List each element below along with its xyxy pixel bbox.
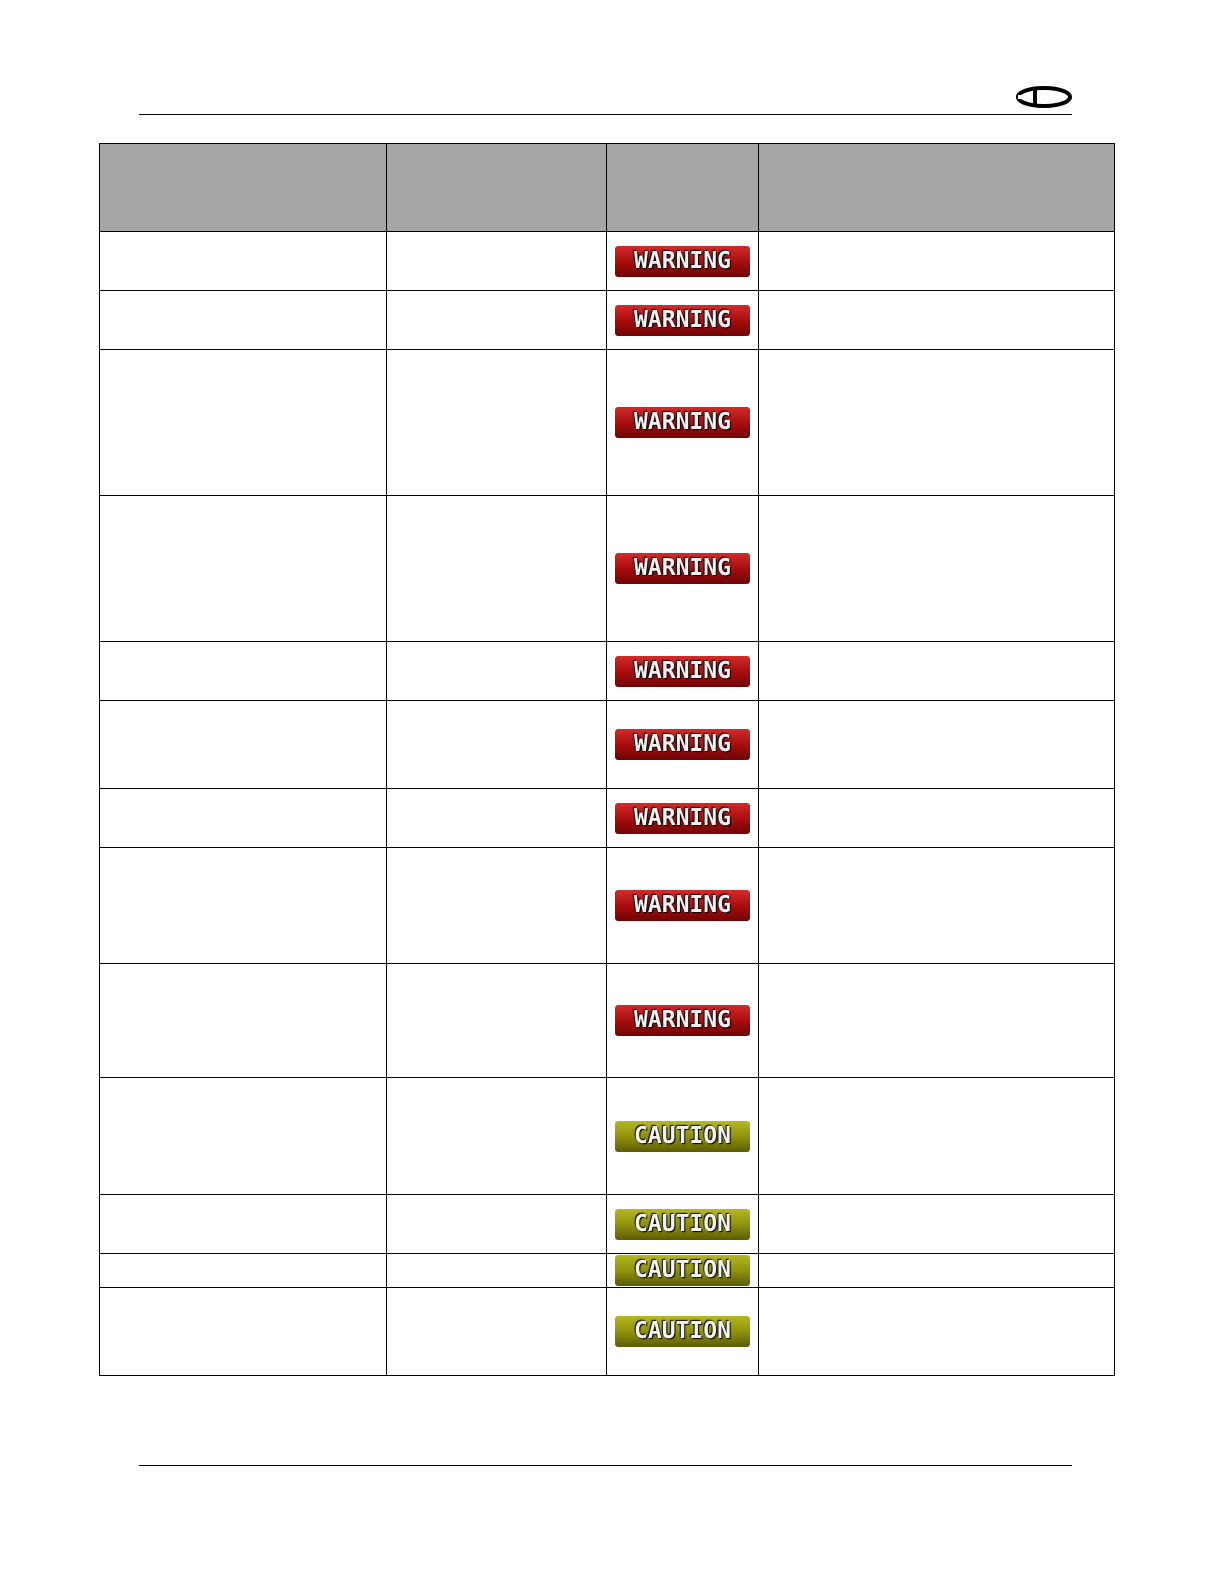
table-cell <box>758 700 1115 789</box>
table-cell <box>386 847 607 964</box>
table-cell <box>758 847 1115 964</box>
table-cell <box>99 495 387 642</box>
table-cell <box>99 963 387 1078</box>
caution-badge: CAUTION <box>615 1120 750 1152</box>
table-row: CAUTION <box>99 1287 1115 1376</box>
table-row: CAUTION <box>99 1077 1115 1195</box>
table-row: WARNING <box>99 847 1115 964</box>
table-cell <box>99 1253 387 1288</box>
table-cell <box>99 641 387 701</box>
table-cell <box>758 1194 1115 1254</box>
table-cell <box>386 700 607 789</box>
table-row: WARNING <box>99 231 1115 291</box>
table-cell <box>758 349 1115 496</box>
table-cell: WARNING <box>606 290 759 350</box>
table-cell <box>386 1077 607 1195</box>
table-cell <box>99 290 387 350</box>
table-header-row <box>99 143 1115 232</box>
table-row: WARNING <box>99 963 1115 1078</box>
table-cell: CAUTION <box>606 1287 759 1376</box>
table-cell <box>758 641 1115 701</box>
table-row: CAUTION <box>99 1194 1115 1254</box>
caution-badge: CAUTION <box>615 1316 750 1347</box>
table-cell <box>386 1253 607 1288</box>
table-cell: CAUTION <box>606 1194 759 1254</box>
alerts-table: WARNING WARNING WARNING WARNING WARNING WARNI… <box>99 143 1115 1376</box>
table-cell <box>386 788 607 848</box>
warning-badge: WARNING <box>615 890 750 921</box>
warning-badge: WARNING <box>615 802 750 834</box>
table-cell: WARNING <box>606 700 759 789</box>
table-row: WARNING <box>99 349 1115 496</box>
table-cell <box>386 1287 607 1376</box>
table-cell: WARNING <box>606 231 759 291</box>
table-cell: WARNING <box>606 495 759 642</box>
table-row: WARNING <box>99 788 1115 848</box>
table-cell <box>386 963 607 1078</box>
table-cell: WARNING <box>606 963 759 1078</box>
table-cell <box>386 231 607 291</box>
table-cell <box>758 788 1115 848</box>
caution-badge: CAUTION <box>615 1255 750 1286</box>
table-cell <box>386 495 607 642</box>
header-rule <box>139 114 1072 115</box>
brand-logo <box>1016 86 1072 108</box>
table-cell: WARNING <box>606 349 759 496</box>
table-row: WARNING <box>99 641 1115 701</box>
table-cell: CAUTION <box>606 1253 759 1288</box>
table-cell <box>758 1077 1115 1195</box>
footer-rule <box>139 1465 1072 1466</box>
table-cell: WARNING <box>606 788 759 848</box>
warning-badge: WARNING <box>615 553 750 584</box>
table-cell <box>99 700 387 789</box>
table-cell <box>758 290 1115 350</box>
table-row: CAUTION <box>99 1253 1115 1288</box>
table-cell: CAUTION <box>606 1077 759 1195</box>
table-cell <box>386 349 607 496</box>
warning-badge: WARNING <box>615 729 750 760</box>
warning-badge: WARNING <box>615 245 750 277</box>
header-cell <box>386 143 607 232</box>
table-cell <box>386 641 607 701</box>
table-cell: WARNING <box>606 641 759 701</box>
table-cell <box>99 349 387 496</box>
warning-badge: WARNING <box>615 1005 750 1036</box>
table-cell <box>758 1253 1115 1288</box>
caution-badge: CAUTION <box>615 1208 750 1240</box>
header-cell <box>606 143 759 232</box>
table-cell <box>758 495 1115 642</box>
table-row: WARNING <box>99 290 1115 350</box>
warning-badge: WARNING <box>615 655 750 687</box>
table-cell <box>758 963 1115 1078</box>
table-cell <box>99 847 387 964</box>
table-cell <box>99 788 387 848</box>
header-cell <box>758 143 1115 232</box>
table-cell <box>386 1194 607 1254</box>
table-row: WARNING <box>99 495 1115 642</box>
table-cell <box>386 290 607 350</box>
table-cell <box>99 1287 387 1376</box>
table-cell <box>99 1194 387 1254</box>
table-cell: WARNING <box>606 847 759 964</box>
table-row: WARNING <box>99 700 1115 789</box>
warning-badge: WARNING <box>615 407 750 438</box>
header-cell <box>99 143 387 232</box>
warning-badge: WARNING <box>615 304 750 336</box>
table-cell <box>758 1287 1115 1376</box>
table-cell <box>758 231 1115 291</box>
table-cell <box>99 231 387 291</box>
table-cell <box>99 1077 387 1195</box>
